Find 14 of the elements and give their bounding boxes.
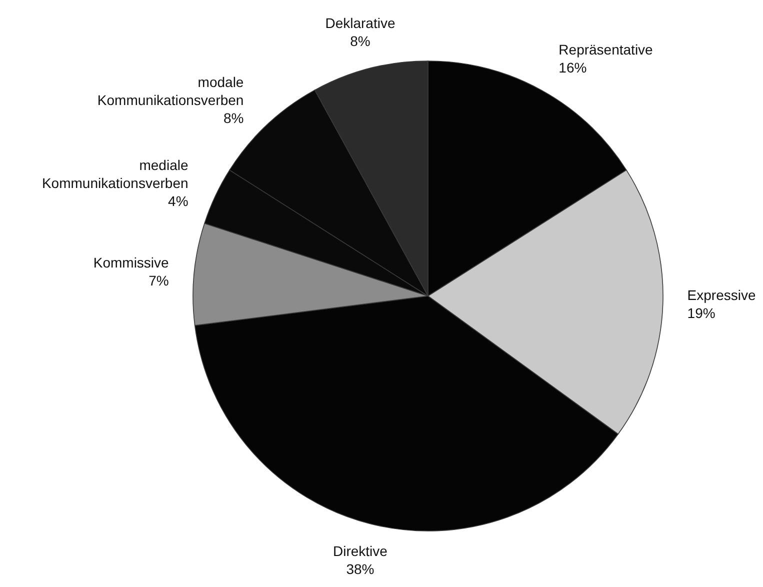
slice-label: Expressive <box>687 287 756 304</box>
slice-label: Kommissive <box>93 254 170 270</box>
data-label: 19% <box>687 305 716 322</box>
data-label: 38% <box>346 560 374 577</box>
data-label: 8% <box>223 110 244 126</box>
slice-label: Deklarative <box>325 15 396 32</box>
slice-label: modale Kommunikationsverben <box>97 74 244 108</box>
data-label: 16% <box>558 59 587 76</box>
slice-label: Repräsentative <box>558 41 654 58</box>
slice-label: mediale Kommunikationsverben <box>42 157 188 192</box>
data-label: 4% <box>168 193 188 210</box>
data-label: 8% <box>350 33 370 50</box>
slice-label: Direktive <box>332 542 388 559</box>
data-label: 7% <box>148 272 169 288</box>
